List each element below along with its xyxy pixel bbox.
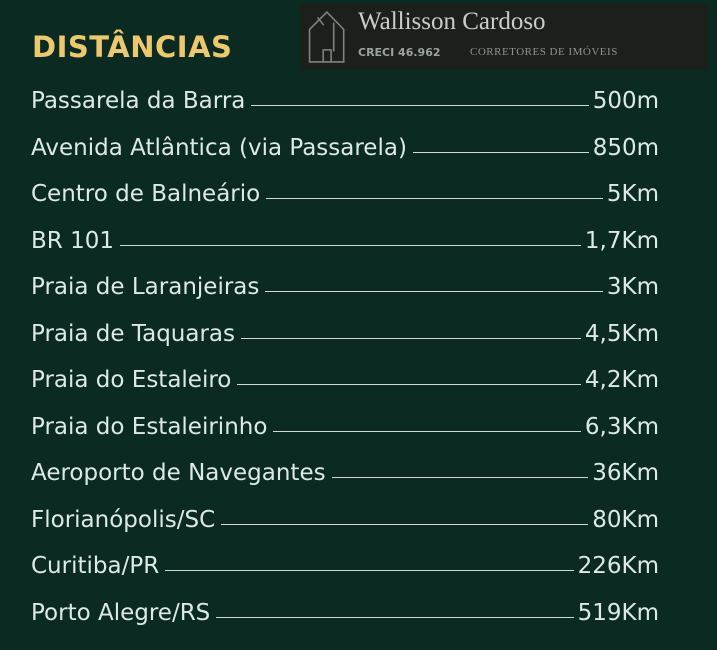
leader-line: [221, 523, 589, 525]
place-name: BR 101: [31, 227, 114, 254]
section-title: DISTÂNCIAS: [32, 30, 233, 64]
distance-value: 500m: [592, 88, 659, 114]
watermark-name: Wallisson Cardoso: [358, 8, 546, 35]
distance-value: 226Km: [577, 553, 659, 579]
distance-row: Praia de Laranjeiras 3Km: [31, 260, 659, 300]
place-name: Praia de Taquaras: [31, 320, 236, 347]
leader-line: [331, 477, 589, 478]
distance-value: 519Km: [577, 599, 659, 626]
distance-value: 5Km: [606, 181, 659, 207]
house-logo-icon: [308, 10, 345, 63]
leader-line: [265, 291, 603, 292]
place-name: Florianópolis/SC: [31, 506, 216, 533]
distance-value: 4,2Km: [584, 367, 659, 393]
leader-line: [273, 430, 581, 432]
place-name: Porto Alegre/RS: [31, 599, 211, 626]
distance-row: Praia de Taquaras 4,5Km: [31, 307, 659, 347]
leader-line: [251, 105, 589, 106]
distance-row: BR 101 1,7Km: [31, 214, 659, 254]
leader-line: [216, 616, 574, 618]
leader-line: [241, 337, 581, 339]
distance-row: Aeroporto de Navegantes 36Km: [31, 446, 659, 486]
distance-value: 6,3Km: [584, 413, 659, 440]
distance-value: 4,5Km: [584, 320, 659, 347]
distance-value: 850m: [592, 134, 659, 161]
distance-value: 36Km: [592, 460, 659, 486]
distance-row: Praia do Estaleirinho 6,3Km: [31, 400, 659, 440]
place-name: Praia do Estaleiro: [31, 367, 232, 393]
distance-row: Centro de Balneário 5Km: [31, 167, 659, 207]
leader-line: [165, 570, 574, 571]
place-name: Praia do Estaleirinho: [31, 413, 268, 440]
distance-row: Porto Alegre/RS 519Km: [31, 586, 659, 626]
leader-line: [266, 198, 603, 199]
distance-row: Curitiba/PR 226Km: [31, 539, 659, 579]
distance-value: 80Km: [592, 506, 659, 533]
leader-line: [237, 384, 581, 385]
distance-row: Florianópolis/SC 80Km: [31, 493, 659, 533]
place-name: Curitiba/PR: [31, 553, 160, 579]
distance-row: Passarela da Barra 500m: [31, 74, 659, 114]
watermark-subtitle: CORRETORES DE IMÓVEIS: [470, 46, 618, 58]
place-name: Praia de Laranjeiras: [31, 274, 260, 300]
distance-row: Avenida Atlântica (via Passarela) 850m: [31, 121, 659, 161]
place-name: Aeroporto de Navegantes: [31, 460, 326, 486]
distance-row: Praia do Estaleiro 4,2Km: [31, 353, 659, 393]
leader-line: [119, 244, 581, 246]
leader-line: [412, 151, 589, 153]
place-name: Avenida Atlântica (via Passarela): [31, 134, 407, 161]
distance-value: 3Km: [606, 274, 659, 300]
place-name: Centro de Balneário: [31, 181, 261, 207]
watermark-creci: CRECI 46.962: [358, 46, 441, 59]
place-name: Passarela da Barra: [31, 88, 246, 114]
distance-value: 1,7Km: [584, 227, 659, 254]
watermark: Wallisson Cardoso CRECI 46.962 CORRETORE…: [300, 4, 708, 70]
